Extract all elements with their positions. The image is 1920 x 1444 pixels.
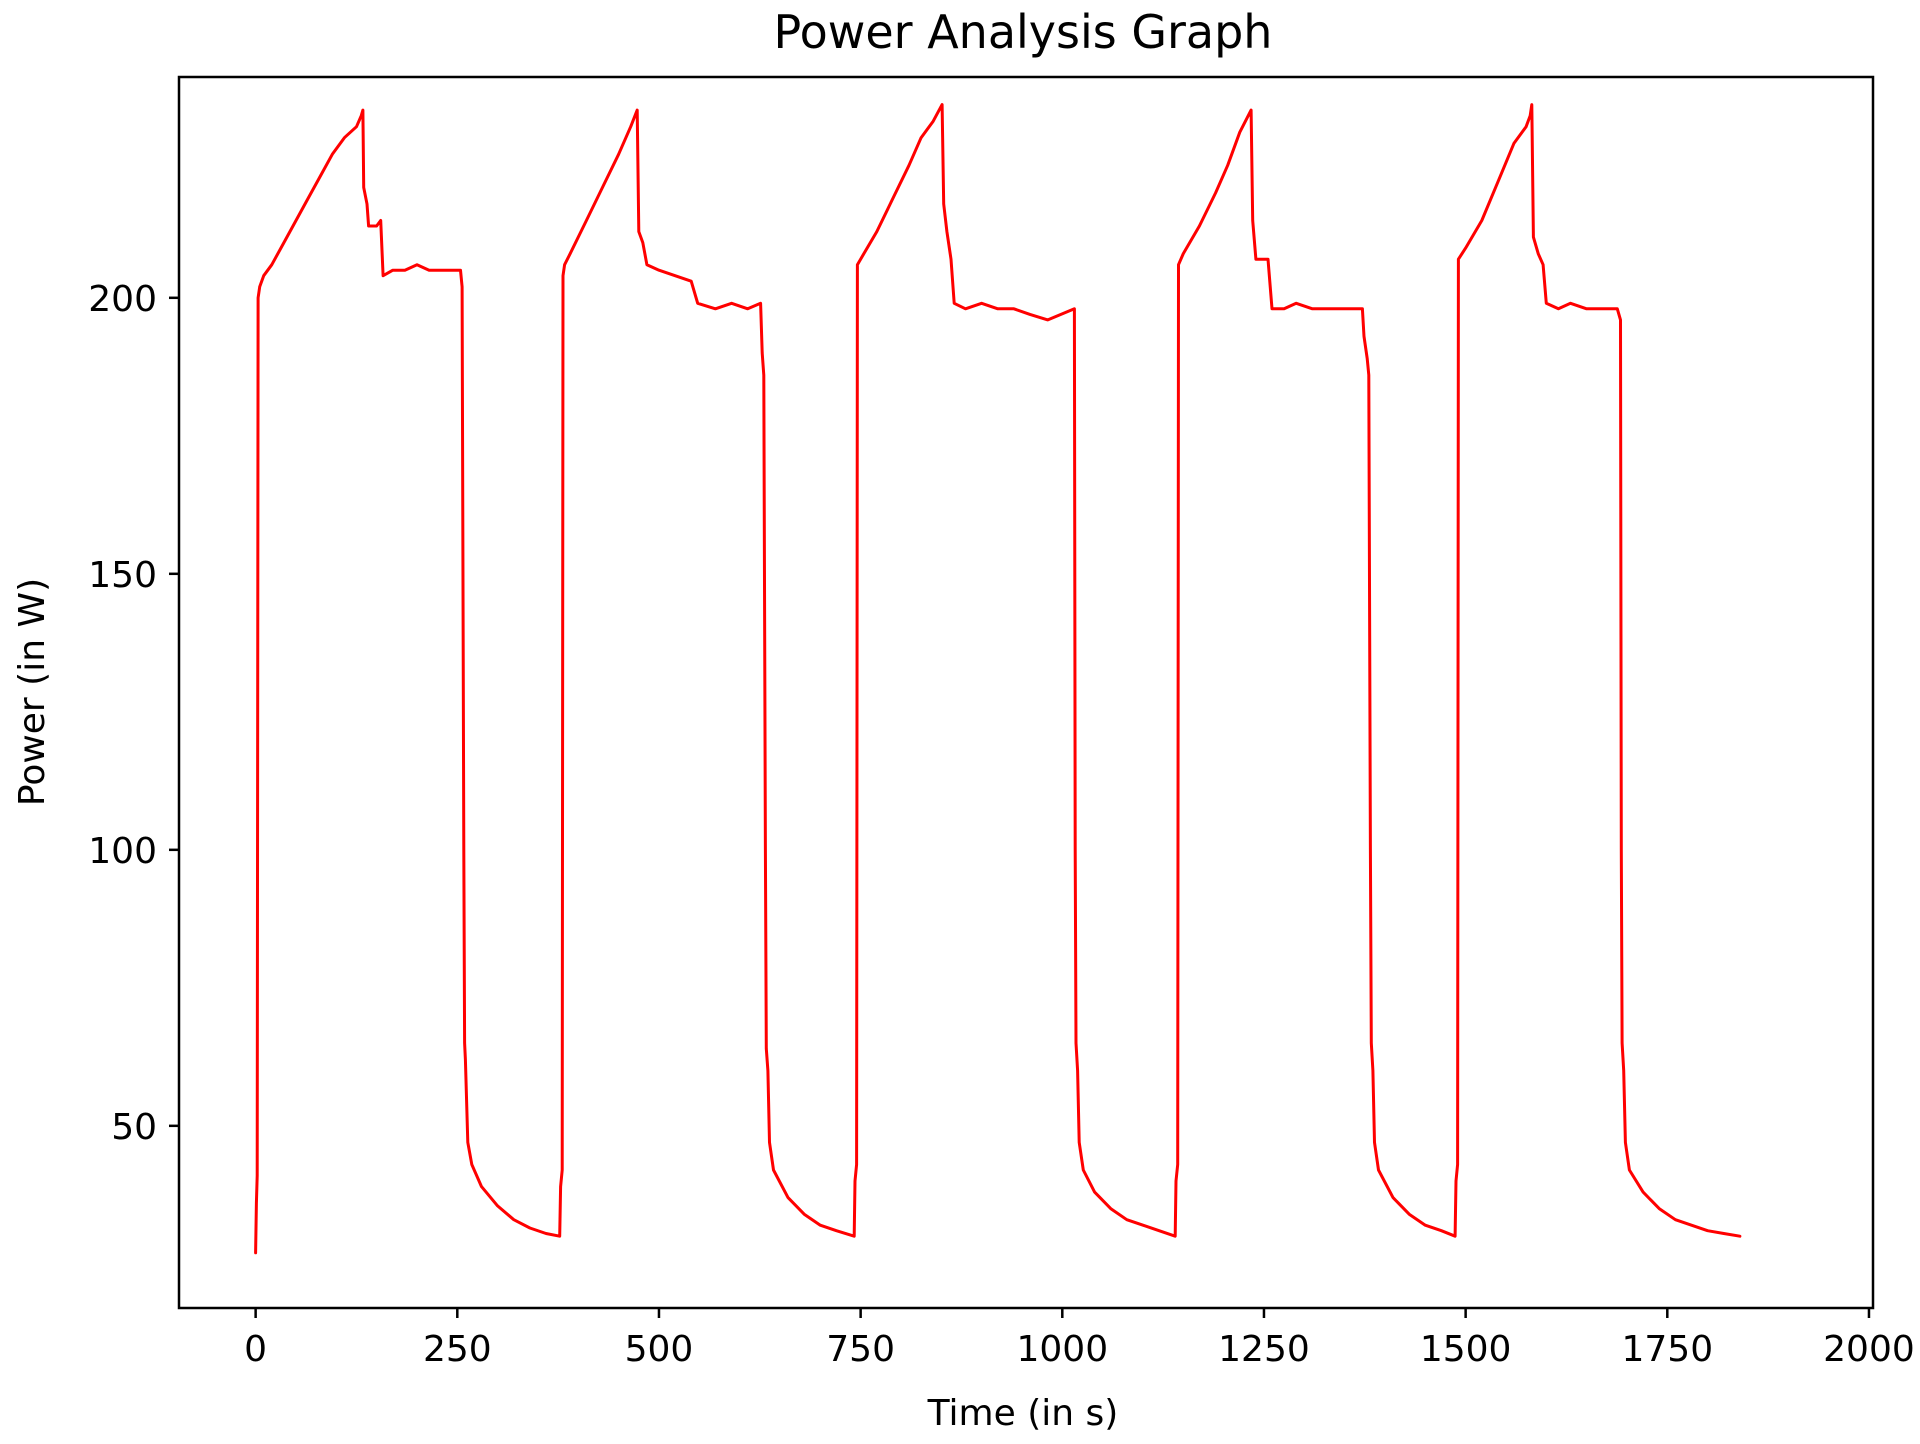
y-axis-label: Power (in W) (12, 578, 53, 806)
chart-title: Power Analysis Graph (774, 5, 1273, 59)
y-tick-label: 200 (88, 279, 157, 320)
series-layer (254, 103, 1742, 1255)
x-tick-label: 2000 (1823, 1329, 1915, 1370)
y-tick-label: 150 (88, 555, 157, 596)
plot-area (177, 75, 1875, 1310)
x-tick-label: 1500 (1420, 1329, 1512, 1370)
plot-frame (177, 75, 1875, 1310)
x-axis: 0 250 500 750 1000 1250 1500 1750 2000 (244, 1308, 1915, 1370)
x-tick-label: 1000 (1016, 1329, 1108, 1370)
x-tick-label: 0 (244, 1329, 267, 1370)
y-tick-label: 100 (88, 831, 157, 872)
power-series-line (254, 103, 1742, 1255)
x-axis-label: Time (in s) (927, 1393, 1119, 1434)
x-tick-label: 500 (625, 1329, 694, 1370)
x-tick-label: 1750 (1621, 1329, 1713, 1370)
y-axis: 50 100 150 200 (88, 279, 179, 1148)
y-tick-label: 50 (111, 1107, 157, 1148)
x-tick-label: 750 (826, 1329, 895, 1370)
x-tick-label: 1250 (1218, 1329, 1310, 1370)
x-tick-label: 250 (423, 1329, 492, 1370)
